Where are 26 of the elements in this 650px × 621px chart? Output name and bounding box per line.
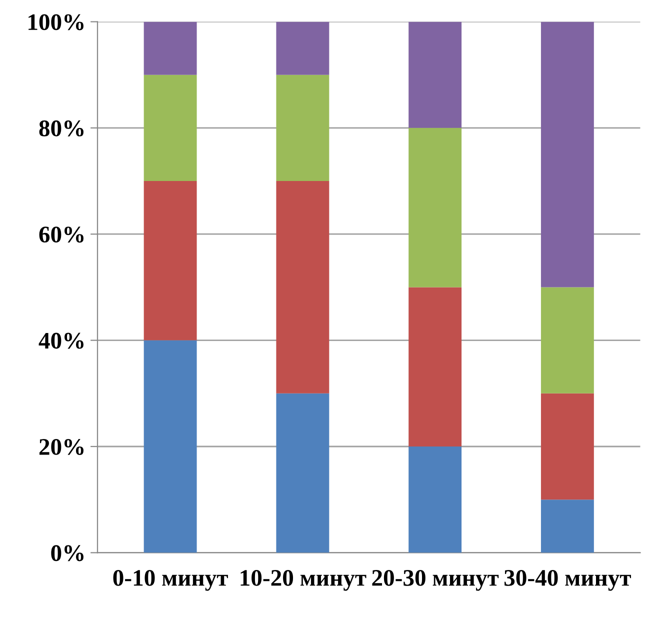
- y-tick-label: 20%: [39, 438, 84, 455]
- y-tick-label: 60%: [39, 226, 84, 243]
- bar: [408, 287, 462, 446]
- y-tick-label: 0%: [51, 545, 84, 562]
- bar: [408, 446, 462, 553]
- bar: [144, 340, 197, 553]
- bar: [276, 74, 330, 182]
- y-tick-label: 40%: [38, 332, 84, 349]
- x-tick-label: 30-40 минут: [504, 570, 631, 591]
- x-tick-label: 0-10 минут: [113, 570, 228, 591]
- y-tick-label: 80%: [39, 120, 84, 136]
- bar: [144, 74, 197, 182]
- bar: [408, 22, 462, 128]
- bar: [540, 500, 594, 553]
- bar: [540, 287, 594, 394]
- bar: [144, 181, 197, 340]
- x-tick-label: 10-20 минут: [240, 570, 366, 591]
- bar: [144, 22, 197, 75]
- x-tick-label: 20-30 минут: [372, 570, 499, 591]
- y-tick-label: 100%: [28, 14, 84, 30]
- bar: [540, 393, 594, 500]
- bar: [276, 22, 330, 75]
- bar: [540, 22, 594, 288]
- bar: [408, 128, 462, 288]
- bar: [276, 393, 330, 553]
- bar: [276, 181, 330, 394]
